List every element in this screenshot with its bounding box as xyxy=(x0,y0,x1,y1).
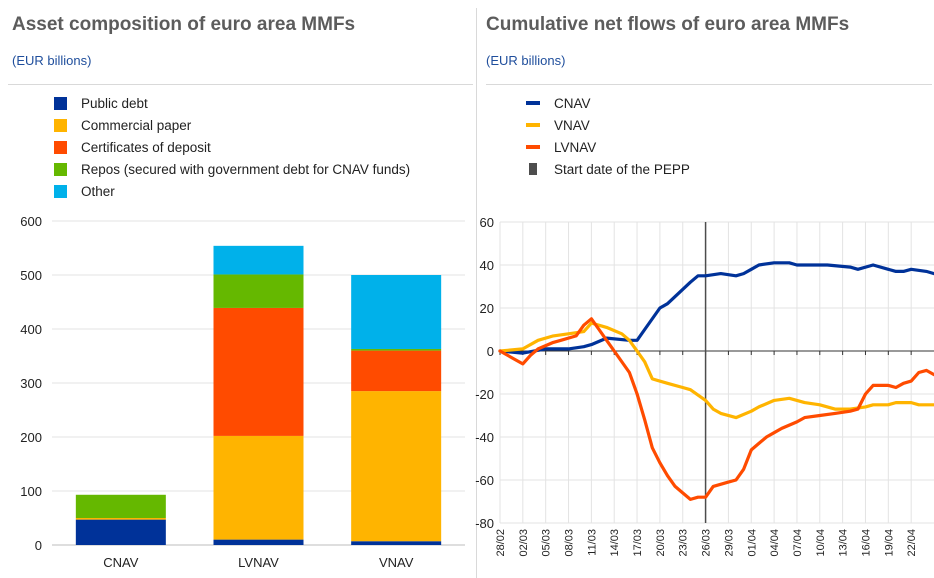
legend-label: Certificates of deposit xyxy=(81,139,211,155)
legend-swatch xyxy=(54,162,67,176)
bar-segment xyxy=(351,350,442,392)
y-tick-label: 0 xyxy=(487,344,494,359)
bar-segment xyxy=(75,519,166,545)
legend-label: Public debt xyxy=(81,95,148,111)
x-tick-label: LVNAV xyxy=(238,555,279,570)
y-tick-label: 60 xyxy=(480,215,494,230)
bar-segment xyxy=(351,391,442,542)
x-tick-label: 19/04 xyxy=(883,529,895,557)
x-tick-label: 17/03 xyxy=(632,529,644,557)
asset-composition-panel: Asset composition of euro area MMFs (EUR… xyxy=(8,14,473,570)
y-tick-label: 40 xyxy=(480,258,494,273)
y-tick-label: -60 xyxy=(475,473,494,488)
x-tick-label: CNAV xyxy=(103,555,138,570)
line-chart: -80 -60 -40 -20 0 20 40 60 28/02 02/03 05/03 08/03 1… xyxy=(475,215,934,557)
y-tick-label: -80 xyxy=(475,516,494,531)
x-tick-label: 11/03 xyxy=(586,529,598,556)
x-tick-label: 02/03 xyxy=(518,529,530,557)
bar-segment xyxy=(213,539,304,545)
x-tick-label: 26/03 xyxy=(701,529,713,557)
bar-segment xyxy=(75,494,166,518)
legend-swatch xyxy=(54,118,67,132)
legend-swatch xyxy=(54,184,67,198)
stacked-bar-chart: 0 100 200 300 400 500 600 CNAV LVNAV VNAV xyxy=(20,214,465,570)
legend-label: Other xyxy=(81,183,115,199)
legend-swatch xyxy=(529,163,537,175)
series-line-lvnav xyxy=(498,317,934,501)
legend-item-vnav: VNAV xyxy=(526,114,690,136)
left-chart-subtitle: (EUR billions) xyxy=(12,53,92,68)
right-chart-subtitle: (EUR billions) xyxy=(486,53,566,68)
legend-swatch xyxy=(526,145,540,149)
y-tick-label: 0 xyxy=(35,538,42,553)
bar-segment xyxy=(75,518,166,520)
y-tick-label: -40 xyxy=(475,430,494,445)
x-tick-label: 22/04 xyxy=(906,529,918,557)
x-tick-label: 07/04 xyxy=(792,529,804,557)
series-line-cnav xyxy=(498,261,934,355)
legend-swatch xyxy=(54,140,67,154)
left-chart-title: Asset composition of euro area MMFs xyxy=(12,14,356,35)
y-tick-label: 20 xyxy=(480,301,494,316)
legend-swatch xyxy=(526,101,540,105)
y-tick-label: 200 xyxy=(20,430,42,445)
legend-item-public-debt: Public debt xyxy=(54,92,410,114)
legend-item-other: Other xyxy=(54,180,410,202)
panel-divider xyxy=(476,8,477,578)
legend-label: Commercial paper xyxy=(81,117,192,133)
y-tick-label: 400 xyxy=(20,322,42,337)
x-tick-label: 14/03 xyxy=(609,529,621,557)
x-tick-label: 29/03 xyxy=(723,529,735,557)
legend-item-commercial-paper: Commercial paper xyxy=(54,114,410,136)
y-tick-label: 500 xyxy=(20,268,42,283)
legend-item-certificates-of-deposit: Certificates of deposit xyxy=(54,136,410,158)
bar-segment xyxy=(351,541,442,545)
legend-label: VNAV xyxy=(554,117,590,133)
y-tick-label: 300 xyxy=(20,376,42,391)
x-tick-label: 01/04 xyxy=(746,529,758,557)
left-legend: Public debt Commercial paper Certificate… xyxy=(54,92,410,202)
legend-item-cnav: CNAV xyxy=(526,92,690,114)
legend-swatch xyxy=(526,123,540,127)
series-line-vnav xyxy=(498,321,934,420)
x-tick-label: 28/02 xyxy=(495,529,507,557)
x-tick-label: 10/04 xyxy=(815,529,827,557)
x-tick-label: VNAV xyxy=(379,555,414,570)
bar-segment xyxy=(351,275,442,349)
bar-segment xyxy=(213,274,304,308)
right-chart-title: Cumulative net flows of euro area MMFs xyxy=(486,14,850,35)
legend-label: CNAV xyxy=(554,95,591,111)
net-flows-panel: Cumulative net flows of euro area MMFs (… xyxy=(475,0,934,578)
left-header-rule xyxy=(8,84,473,85)
legend-item-lvnav: LVNAV xyxy=(526,136,690,158)
x-tick-label: 16/04 xyxy=(860,529,872,557)
x-tick-label: 20/03 xyxy=(655,529,667,557)
bar-segment xyxy=(213,435,304,540)
y-tick-label: -20 xyxy=(475,387,494,402)
legend-item-pepp-start: Start date of the PEPP xyxy=(526,158,690,180)
x-tick-label: 08/03 xyxy=(564,529,576,557)
legend-swatch xyxy=(54,96,67,110)
x-tick-label: 23/03 xyxy=(678,529,690,557)
legend-label: Start date of the PEPP xyxy=(554,161,690,177)
x-tick-label: 05/03 xyxy=(541,529,553,557)
x-tick-label: 13/04 xyxy=(838,529,850,557)
legend-label: Repos (secured with government debt for … xyxy=(81,161,411,177)
legend-label: LVNAV xyxy=(554,139,597,155)
y-tick-label: 600 xyxy=(20,214,42,229)
bar-segment xyxy=(351,348,442,351)
right-header-rule xyxy=(486,84,932,85)
bar-segment xyxy=(213,307,304,436)
right-legend: CNAV VNAV LVNAV Start date of the PEPP xyxy=(526,92,690,180)
bar-segment xyxy=(213,245,304,275)
x-tick-label: 04/04 xyxy=(769,529,781,557)
legend-item-repos: Repos (secured with government debt for … xyxy=(54,158,410,180)
y-tick-label: 100 xyxy=(20,484,42,499)
